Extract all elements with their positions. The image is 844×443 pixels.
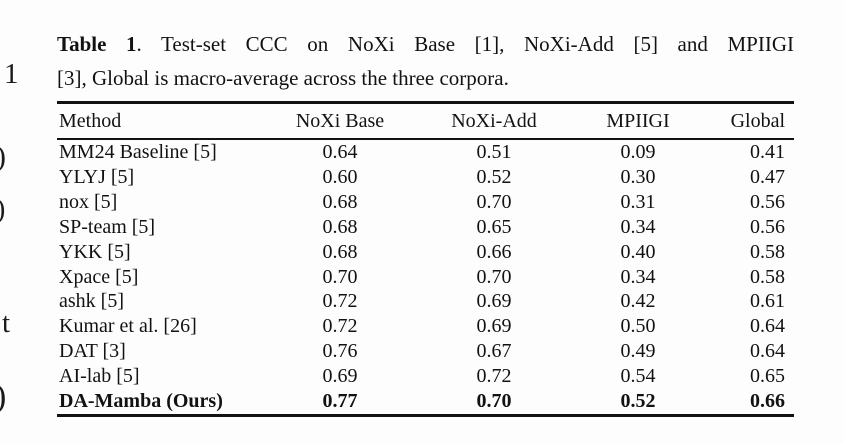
value-cell: 0.40	[620, 240, 656, 263]
table-row: DAT [3] 0.76 0.67 0.49 0.64	[57, 339, 794, 364]
value-cell: 0.77	[322, 390, 358, 413]
table-row: DA-Mamba (Ours) 0.77 0.70 0.52 0.66	[57, 389, 794, 415]
value-cell: 0.72	[476, 365, 512, 388]
method-cell: YLYJ [5]	[59, 165, 135, 188]
value-cell: 0.50	[620, 315, 656, 338]
value-cell: 0.64	[322, 141, 358, 163]
value-cell: 0.68	[322, 240, 358, 263]
left-column-text-fragment: t	[2, 307, 11, 339]
table-caption-text: . Test-set CCC on NoXi Base [1], NoXi-Ad…	[136, 32, 794, 56]
table-row: YLYJ [5] 0.60 0.52 0.30 0.47	[57, 165, 794, 190]
method-cell: DA-Mamba (Ours)	[59, 390, 223, 413]
method-cell: Xpace [5]	[59, 265, 139, 288]
value-cell: 0.61	[750, 290, 785, 313]
value-cell: 0.42	[620, 290, 656, 313]
value-cell: 0.49	[620, 340, 656, 363]
value-cell: 0.68	[322, 215, 358, 238]
value-cell: 0.58	[750, 265, 785, 288]
column-header-noxi-add: NoXi-Add	[421, 102, 567, 140]
value-cell: 0.72	[322, 290, 358, 313]
results-table: Method NoXi Base NoXi-Add MPIIGI Global …	[57, 101, 794, 417]
left-column-text-fragment: 1	[4, 58, 19, 90]
value-cell: 0.52	[620, 390, 656, 413]
table-row: AI-lab [5] 0.69 0.72 0.54 0.65	[57, 364, 794, 389]
value-cell: 0.65	[750, 365, 785, 388]
value-cell: 0.64	[750, 340, 785, 363]
value-cell: 0.70	[476, 390, 512, 413]
method-cell: SP-team [5]	[59, 215, 156, 238]
table-caption-line1: Table 1. Test-set CCC on NoXi Base [1], …	[57, 27, 794, 61]
table-1-block: Table 1. Test-set CCC on NoXi Base [1], …	[57, 27, 794, 417]
table-caption: Table 1. Test-set CCC on NoXi Base [1], …	[57, 27, 794, 95]
table-caption-label: Table 1	[57, 32, 137, 56]
value-cell: 0.47	[750, 165, 785, 188]
value-cell: 0.66	[476, 240, 512, 263]
header-row: Method NoXi Base NoXi-Add MPIIGI Global	[57, 102, 794, 140]
value-cell: 0.34	[620, 265, 656, 288]
table-caption-line2: [3], Global is macro-average across the …	[57, 66, 509, 90]
value-cell: 0.76	[322, 340, 358, 363]
method-cell: MM24 Baseline [5]	[59, 141, 217, 163]
method-cell: DAT [3]	[59, 340, 126, 363]
value-cell: 0.67	[476, 340, 512, 363]
table-row: Xpace [5] 0.70 0.70 0.34 0.58	[57, 265, 794, 290]
value-cell: 0.70	[476, 265, 512, 288]
table-row: nox [5] 0.68 0.70 0.31 0.56	[57, 190, 794, 215]
column-header-global: Global	[709, 102, 794, 140]
method-cell: nox [5]	[59, 190, 118, 213]
value-cell: 0.70	[322, 265, 358, 288]
table-row: Kumar et al. [26] 0.72 0.69 0.50 0.64	[57, 314, 794, 339]
value-cell: 0.41	[750, 141, 785, 163]
value-cell: 0.56	[750, 190, 785, 213]
value-cell: 0.72	[322, 315, 358, 338]
method-cell: Kumar et al. [26]	[59, 315, 197, 338]
value-cell: 0.09	[620, 141, 656, 163]
value-cell: 0.70	[476, 190, 512, 213]
table-row: SP-team [5] 0.68 0.65 0.34 0.56	[57, 215, 794, 240]
value-cell: 0.60	[322, 165, 358, 188]
value-cell: 0.68	[322, 190, 358, 213]
left-column-text-fragment: )	[0, 380, 6, 414]
value-cell: 0.31	[620, 190, 656, 213]
table-row: ashk [5] 0.72 0.69 0.42 0.61	[57, 289, 794, 314]
value-cell: 0.56	[750, 215, 785, 238]
value-cell: 0.65	[476, 215, 512, 238]
left-column-text-fragment: )	[0, 142, 6, 172]
column-header-mpiigi: MPIIGI	[567, 102, 709, 140]
table-row: MM24 Baseline [5] 0.64 0.51 0.09 0.41	[57, 139, 794, 165]
value-cell: 0.52	[476, 165, 512, 188]
value-cell: 0.64	[750, 315, 785, 338]
value-cell: 0.58	[750, 240, 785, 263]
value-cell: 0.69	[476, 290, 512, 313]
value-cell: 0.51	[476, 141, 512, 163]
column-header-method: Method	[57, 102, 259, 140]
method-cell: YKK [5]	[59, 240, 131, 263]
results-table-body: MM24 Baseline [5] 0.64 0.51 0.09 0.41 YLYJ [5…	[57, 139, 794, 415]
value-cell: 0.54	[620, 365, 656, 388]
value-cell: 0.30	[620, 165, 656, 188]
method-cell: ashk [5]	[59, 290, 124, 313]
value-cell: 0.34	[620, 215, 656, 238]
value-cell: 0.69	[322, 365, 358, 388]
left-column-text-fragment: )	[0, 196, 5, 224]
column-header-noxi-base: NoXi Base	[259, 102, 421, 140]
value-cell: 0.66	[750, 390, 785, 413]
table-row: YKK [5] 0.68 0.66 0.40 0.58	[57, 240, 794, 265]
method-cell: AI-lab [5]	[59, 365, 140, 388]
value-cell: 0.69	[476, 315, 512, 338]
